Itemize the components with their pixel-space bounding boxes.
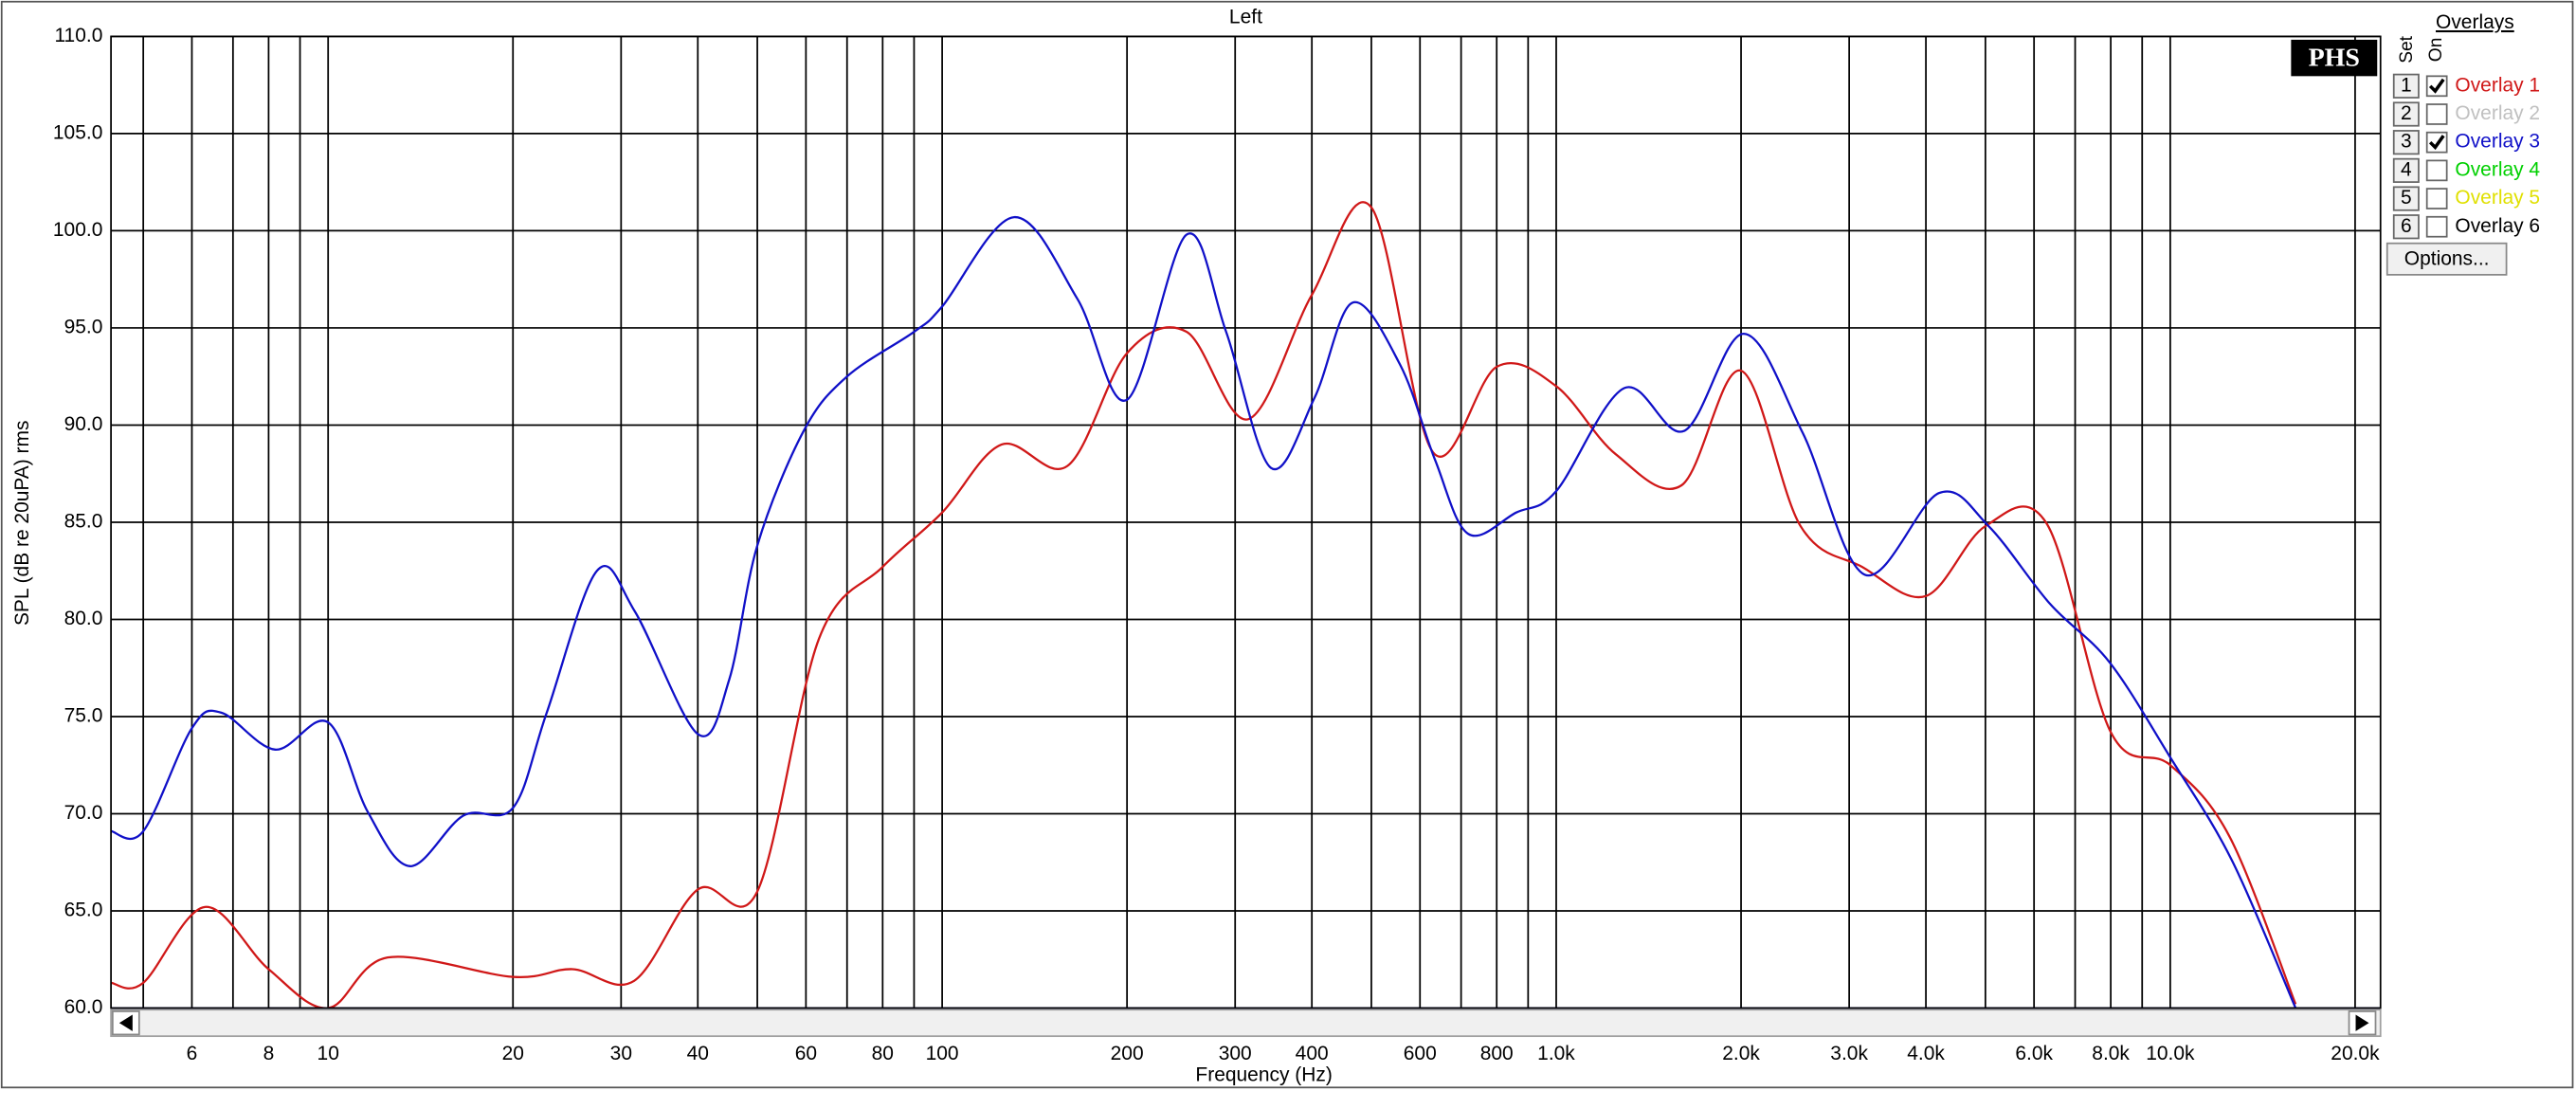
overlay-set-button[interactable] [2392,186,2420,211]
checkmark [2428,135,2445,151]
plot-frame [110,35,2382,1009]
legend-entry: Overlay 2 [2455,102,2540,124]
x-axis-label: Frequency (Hz) [1195,1064,1332,1086]
overlay-set-button[interactable] [2392,157,2420,183]
x-tick-label: 3.0k [1830,1043,1868,1064]
chart-title: Left [1229,7,1262,28]
legend-entry: Overlay 6 [2455,215,2540,237]
overlay-set-button[interactable] [2392,101,2420,127]
legend-entry: Overlay 1 [2455,74,2540,96]
logo-box [2291,39,2378,77]
x-tick-label: 10.0k [2146,1043,2195,1064]
overlay-number: 1 [2401,74,2412,96]
scroll-left[interactable] [111,1010,140,1036]
overlay-checkbox[interactable] [2425,215,2448,238]
x-tick-label: 80 [872,1043,894,1064]
overlay-title: Overlays [2436,11,2514,33]
scrollbar[interactable] [110,1009,2382,1038]
overlay-number: 6 [2401,215,2412,237]
logo: PHS [2309,43,2360,72]
scroll-track[interactable] [110,1009,2382,1038]
overlay-set-button[interactable] [2392,214,2420,240]
y-tick-label: 60.0 [64,996,103,1018]
on-label: On [2426,38,2446,63]
grid [111,35,2381,1009]
x-tick-label: 6 [187,1043,198,1064]
options-button[interactable] [2386,242,2508,276]
y-tick-label: 105.0 [53,121,102,143]
series-line [111,201,2297,1009]
overlay-number: 4 [2401,158,2412,180]
x-tick-label: 1.0k [1537,1043,1575,1064]
x-tick-label: 100 [926,1043,959,1064]
legend-entry: Overlay 5 [2455,187,2540,209]
overlay-checkbox[interactable] [2425,159,2448,182]
x-tick-label: 8 [263,1043,275,1064]
y-tick-label: 80.0 [64,608,103,629]
arrow-left [118,1014,133,1031]
y-tick-label: 85.0 [64,510,103,532]
options-label: Options... [2404,248,2490,270]
checkmark [2428,78,2445,94]
y-tick-label: 110.0 [54,25,102,46]
overlay-checkbox[interactable] [2425,188,2448,209]
y-tick-label: 70.0 [64,802,103,824]
series-line [111,215,2297,1009]
overlay-number: 2 [2401,102,2412,124]
overlay-number: 5 [2401,187,2412,209]
y-tick-label: 65.0 [64,900,103,921]
y-tick-label: 95.0 [64,316,103,337]
x-tick-label: 20 [502,1043,524,1064]
x-tick-label: 300 [1219,1043,1252,1064]
arrow-right [2355,1014,2369,1031]
overlay-list: 1 Overlay 1 2 Overlay 2 3 Overlay 3 4 Overlay 4… [2392,73,2540,240]
x-tick-label: 10 [317,1043,339,1064]
x-tick-label: 20.0k [2331,1043,2380,1064]
x-tick-label: 6.0k [2015,1043,2053,1064]
x-tick-label: 60 [795,1043,817,1064]
set-label: Set [2397,35,2417,63]
y-tick-label: 90.0 [64,413,103,435]
plot-lines [111,201,2297,1009]
legend-entry: Overlay 4 [2455,158,2540,180]
legend-entry: Overlay 3 [2455,131,2540,153]
x-tick-label: 2.0k [1722,1043,1760,1064]
y-axis-label: SPL (dB re 20uPA) rms [11,421,33,626]
x-tick-label: 40 [687,1043,709,1064]
x-tick-label: 800 [1480,1043,1514,1064]
overlay-number: 3 [2401,131,2412,153]
x-tick-label: 30 [610,1043,632,1064]
y-tick-label: 100.0 [53,219,102,241]
overlay-set-button[interactable] [2392,73,2420,99]
x-tick-label: 600 [1404,1043,1437,1064]
y-tick-label: 75.0 [64,704,103,726]
x-tick-label: 4.0k [1907,1043,1945,1064]
x-tick-label: 200 [1111,1043,1144,1064]
x-tick-label: 400 [1296,1043,1329,1064]
x-tick-label: 8.0k [2092,1043,2130,1064]
overlay-checkbox[interactable] [2425,103,2448,125]
overlay-set-button[interactable] [2392,130,2420,155]
